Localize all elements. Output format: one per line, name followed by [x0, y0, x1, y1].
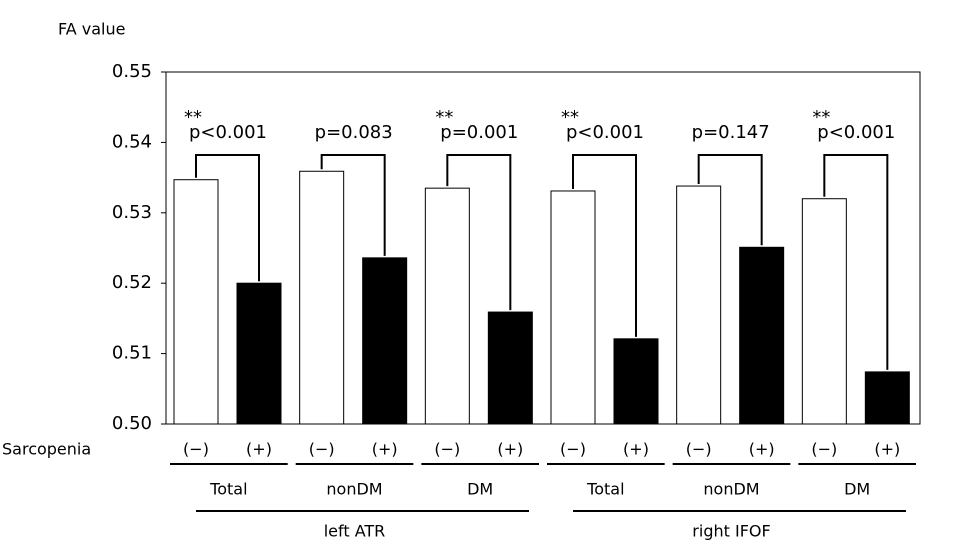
bar [424, 187, 470, 425]
bracket [697, 154, 763, 246]
bar [550, 190, 596, 425]
x-tick-label: DM [844, 480, 870, 499]
y-tick-label: 0.53 [112, 202, 152, 223]
y-tick-label: 0.54 [112, 131, 152, 152]
p-value: p<0.001 [566, 122, 644, 143]
bracket [446, 154, 512, 311]
y-axis-label: FA value [58, 20, 125, 39]
bracket [823, 154, 889, 370]
bracket [195, 154, 260, 282]
series-label: (−) [811, 440, 837, 459]
bar [864, 371, 910, 425]
series-label: (+) [749, 440, 775, 459]
series-label: (+) [246, 440, 272, 459]
x-tick-label: Total [586, 480, 624, 499]
x-tick-label: nonDM [326, 480, 382, 499]
bar [362, 257, 408, 425]
series-label: (−) [434, 440, 460, 459]
significance: ** [435, 107, 453, 128]
bracket [572, 154, 637, 337]
bar [676, 185, 722, 425]
bar [613, 338, 659, 425]
p-value: p<0.001 [189, 122, 267, 143]
bar [173, 179, 219, 425]
bar [236, 282, 282, 425]
group-label: left ATR [324, 522, 386, 541]
y-tick-label: 0.52 [112, 272, 152, 293]
series-label: (+) [623, 440, 649, 459]
significance: ** [561, 107, 579, 128]
x-tick-label: DM [467, 480, 493, 499]
y-tick-label: 0.50 [112, 413, 152, 434]
y-tick-label: 0.51 [112, 343, 152, 364]
significance: ** [812, 107, 830, 128]
bar [739, 246, 785, 425]
series-label: (−) [183, 440, 209, 459]
series-label: (−) [686, 440, 712, 459]
series-label: (−) [309, 440, 335, 459]
bar [801, 198, 847, 425]
x-tick-label: Total [209, 480, 247, 499]
series-label: (+) [497, 440, 523, 459]
bracket [320, 154, 386, 256]
p-value: p=0.083 [315, 122, 393, 143]
bar [487, 311, 533, 425]
p-value: p=0.147 [692, 122, 770, 143]
x-tick-label: nonDM [703, 480, 759, 499]
row-label: Sarcopenia [2, 440, 91, 459]
y-tick-label: 0.55 [112, 61, 152, 82]
group-label: right IFOF [692, 522, 770, 541]
bar [299, 170, 345, 425]
p-value: p<0.001 [817, 122, 895, 143]
series-label: (−) [560, 440, 586, 459]
plot-frame [165, 71, 921, 425]
significance: ** [184, 107, 202, 128]
series-label: (+) [372, 440, 398, 459]
p-value: p=0.001 [440, 122, 518, 143]
series-label: (+) [874, 440, 900, 459]
